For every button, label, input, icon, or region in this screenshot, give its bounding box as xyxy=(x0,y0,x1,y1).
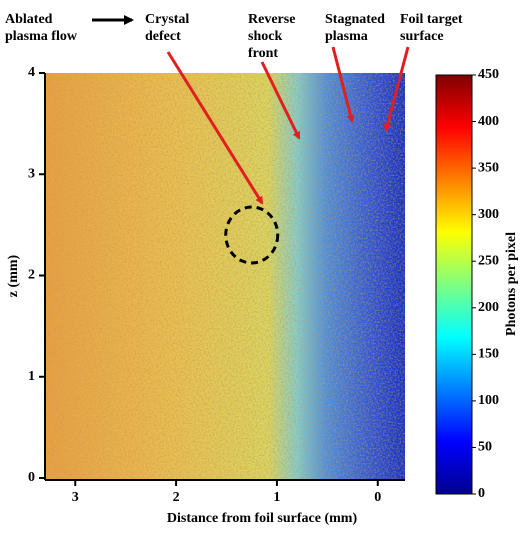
colorbar-tick-label: 250 xyxy=(478,253,499,268)
x-axis-label: Distance from foil surface (mm) xyxy=(167,511,358,526)
annotation-arrow xyxy=(331,46,355,123)
colorbar-tick-label: 350 xyxy=(478,160,499,175)
y-tick-label: 2 xyxy=(28,268,35,283)
image-texture xyxy=(45,73,405,480)
annotation: surface xyxy=(400,29,444,44)
y-tick-label: 1 xyxy=(28,369,35,384)
defect-circle xyxy=(224,205,280,265)
y-tick-label: 4 xyxy=(28,65,35,80)
annotation: Reverse xyxy=(248,12,295,27)
colorbar-tick-label: 50 xyxy=(478,440,492,455)
colorbar-tick-label: 100 xyxy=(478,393,499,408)
annotation-arrow xyxy=(166,51,264,205)
colorbar-tick-label: 450 xyxy=(478,67,499,82)
colorbar-tick-label: 400 xyxy=(478,114,499,129)
y-tick-label: 3 xyxy=(28,166,35,181)
y-axis-label: z (mm) xyxy=(6,254,21,297)
annotation-arrow xyxy=(383,46,410,132)
x-tick-label: 0 xyxy=(374,490,381,505)
annotation: Foil target xyxy=(400,12,463,27)
annotation: Ablated xyxy=(5,12,53,27)
colorbar-tick-label: 200 xyxy=(478,300,499,315)
colorbar-tick-label: 0 xyxy=(478,486,485,501)
annotation: front xyxy=(248,46,278,61)
colorbar xyxy=(435,74,473,495)
x-tick-label: 3 xyxy=(72,490,79,505)
x-tick-label: 1 xyxy=(273,490,280,505)
annotation: plasma flow xyxy=(5,29,78,44)
colorbar-label: Photons per pixel xyxy=(504,232,519,336)
colorbar-tick-label: 150 xyxy=(478,347,499,362)
annotation-arrow xyxy=(260,61,301,140)
colorbar-tick-label: 300 xyxy=(478,207,499,222)
annotation: Stagnated xyxy=(325,12,385,27)
annotation: Crystal xyxy=(145,12,189,27)
y-tick-label: 0 xyxy=(28,470,35,485)
annotation: defect xyxy=(145,29,181,44)
annotation: shock xyxy=(248,29,282,44)
annotation: plasma xyxy=(325,29,368,44)
plot xyxy=(44,73,405,481)
x-tick-label: 2 xyxy=(173,490,180,505)
